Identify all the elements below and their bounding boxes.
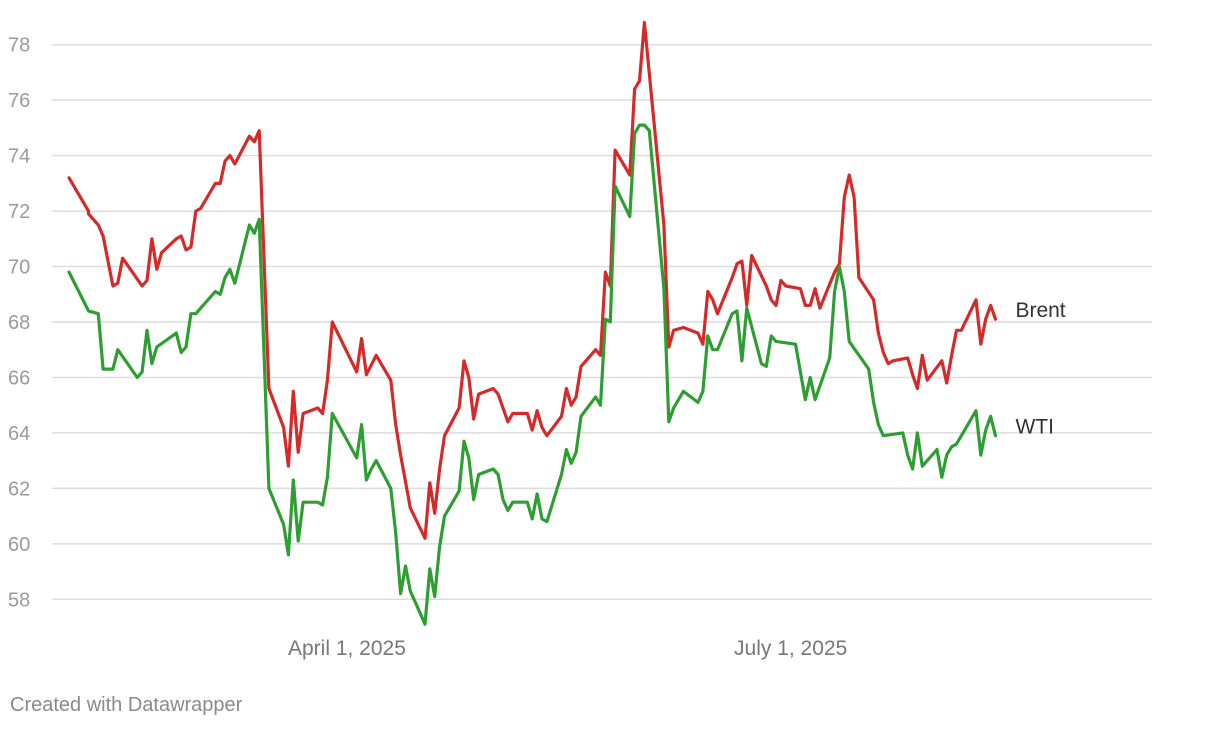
- series-end-labels: Brent WTI: [1015, 299, 1065, 438]
- y-tick-label-58: 58: [8, 589, 30, 611]
- y-tick-label-70: 70: [8, 257, 30, 279]
- x-tick-label-1: July 1, 2025: [734, 637, 847, 660]
- y-axis-tick-labels: 58 60 62 64 66 68 70 72 74 76 78: [8, 35, 30, 612]
- y-tick-label-64: 64: [8, 423, 30, 445]
- series-label-wti: WTI: [1015, 416, 1053, 439]
- y-tick-label-68: 68: [8, 312, 30, 334]
- y-tick-label-72: 72: [8, 201, 30, 223]
- series-label-brent: Brent: [1015, 299, 1065, 322]
- credit-footer: Created with Datawrapper: [10, 694, 243, 716]
- y-tick-label-60: 60: [8, 534, 30, 556]
- series-lines: [67, 20, 998, 626]
- y-tick-label-76: 76: [8, 90, 30, 112]
- y-tick-label-62: 62: [8, 478, 30, 500]
- x-tick-label-0: April 1, 2025: [288, 637, 406, 660]
- y-tick-label-78: 78: [8, 35, 30, 57]
- y-tick-label-66: 66: [8, 367, 30, 389]
- series-line-brent: [67, 20, 998, 540]
- series-line-wti: [67, 123, 998, 626]
- y-tick-label-74: 74: [8, 146, 30, 168]
- x-axis-tick-labels: April 1, 2025 July 1, 2025: [288, 637, 847, 660]
